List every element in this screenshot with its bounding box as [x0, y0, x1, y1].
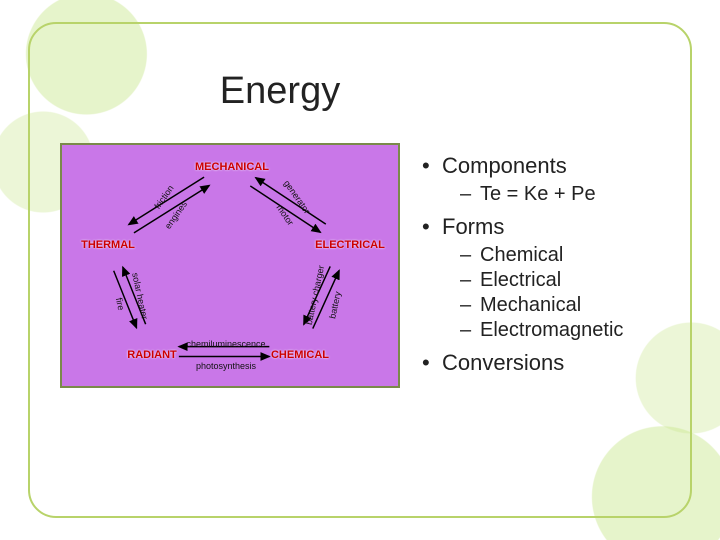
bullet-item: Conversions [420, 350, 660, 376]
sub-list: Te = Ke + Pe [460, 183, 660, 206]
bullet-list: ComponentsTe = Ke + PeFormsChemicalElect… [420, 153, 660, 376]
sub-item: Mechanical [460, 294, 660, 317]
sub-list: ChemicalElectricalMechanicalElectromagne… [460, 244, 660, 342]
sub-item: Electromagnetic [460, 319, 660, 342]
bullet-label: Conversions [442, 350, 564, 375]
slide-content: Energy frictionenginesmotorgeneratorbatt… [0, 0, 720, 540]
energy-node-mechanical: MECHANICAL [193, 161, 271, 173]
energy-node-radiant: RADIANT [125, 349, 179, 361]
text-panel: ComponentsTe = Ke + PeFormsChemicalElect… [420, 143, 660, 388]
diagram-panel: frictionenginesmotorgeneratorbattery cha… [60, 143, 400, 388]
sub-item: Chemical [460, 244, 660, 267]
diagram-svg [62, 145, 398, 386]
bullet-label: Forms [442, 214, 504, 239]
edge-label: chemiluminescence [186, 339, 265, 349]
energy-node-electrical: ELECTRICAL [313, 239, 387, 251]
sub-item: Electrical [460, 269, 660, 292]
bullet-label: Components [442, 153, 567, 178]
energy-node-chemical: CHEMICAL [269, 349, 331, 361]
energy-node-thermal: THERMAL [79, 239, 137, 251]
energy-diagram: frictionenginesmotorgeneratorbattery cha… [60, 143, 400, 388]
sub-item: Te = Ke + Pe [460, 183, 660, 206]
slide-title: Energy [0, 70, 660, 113]
edge-label: photosynthesis [196, 361, 256, 371]
bullet-item: Components Te = Ke + Pe [420, 153, 660, 206]
bullet-item: Forms ChemicalElectricalMechanicalElectro… [420, 214, 660, 342]
edge-label: fire [114, 297, 126, 311]
